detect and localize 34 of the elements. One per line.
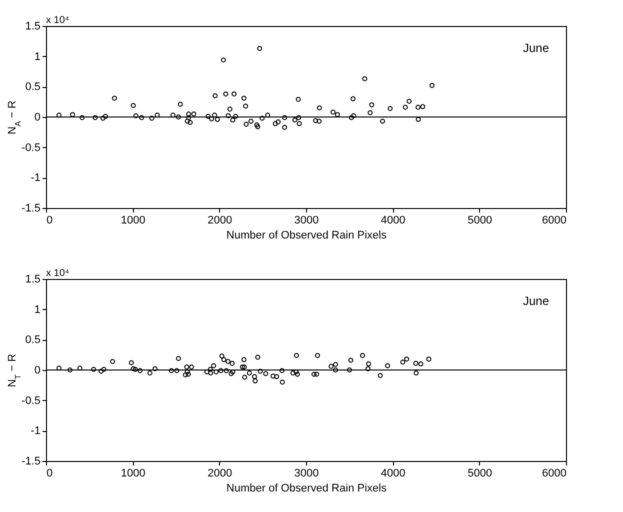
- x-axis-title: Number of Observed Rain Pixels: [226, 230, 388, 242]
- y-tick-label: 0.5: [25, 334, 40, 346]
- y-tick-label: 1: [34, 50, 40, 63]
- x-tick-label: 1000: [120, 468, 146, 480]
- y-tick-label: 1.5: [25, 274, 40, 286]
- x-tick-label: 5000: [468, 468, 492, 480]
- x-tick-label: 0: [46, 468, 53, 480]
- text: x 10⁴: [46, 15, 70, 26]
- x-tick-label: 1000: [120, 214, 146, 226]
- y-tick-label: 1: [34, 304, 40, 316]
- x-tick-label: 4000: [380, 214, 406, 226]
- x-axis-title: Number of Observed Rain Pixels: [226, 482, 388, 494]
- x-tick-label: 3000: [294, 468, 319, 480]
- x-tick-label: 0: [46, 214, 53, 226]
- y-tick-label: 0.5: [25, 81, 40, 94]
- y-tick-label: 0: [34, 112, 40, 124]
- y-tick-label: -1.5: [22, 456, 40, 468]
- y-tick-label: -0.5: [22, 394, 40, 407]
- text: x 10⁴: [46, 268, 70, 279]
- y-tick-label: -1.5: [22, 202, 40, 214]
- x-tick-label: 5000: [468, 214, 492, 226]
- y-tick-label: -1: [30, 425, 40, 438]
- annotation: June: [522, 41, 550, 55]
- x-tick-label: 4000: [380, 468, 406, 480]
- x-tick-label: 6000: [542, 468, 566, 480]
- x-tick-label: 6000: [542, 214, 566, 226]
- y-tick-label: 0: [34, 364, 40, 376]
- y-tick-label: -1: [30, 172, 40, 184]
- annotation: June: [522, 294, 550, 308]
- y-tick-label: 1.5: [25, 20, 40, 32]
- y-tick-label: -0.5: [22, 142, 40, 154]
- x-tick-label: 2000: [208, 468, 232, 480]
- x-tick-label: 2000: [208, 214, 232, 226]
- x-tick-label: 3000: [294, 214, 319, 226]
